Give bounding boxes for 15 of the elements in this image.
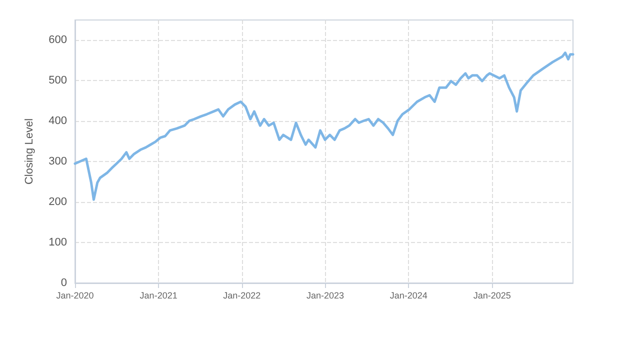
y-tick-label: 600 [48, 34, 67, 46]
x-tick-label: Jan-2023 [306, 290, 344, 300]
y-tick-label: 300 [48, 156, 67, 168]
y-tick-label: 400 [48, 115, 67, 128]
y-tick-label: 200 [48, 196, 67, 208]
x-tick-label: Jan-2025 [473, 290, 511, 300]
x-tick-label: Jan-2024 [390, 290, 428, 300]
x-tick-label: Jan-2022 [223, 290, 261, 300]
line-series [74, 52, 574, 201]
y-axis-title: Closing Level [24, 118, 36, 185]
x-tick-label: Jan-2020 [56, 290, 94, 300]
y-tick-label: 0 [60, 277, 67, 289]
y-tick-label: 500 [48, 74, 67, 87]
x-tick-label: Jan-2021 [140, 290, 178, 300]
y-tick-label: 100 [48, 236, 67, 249]
